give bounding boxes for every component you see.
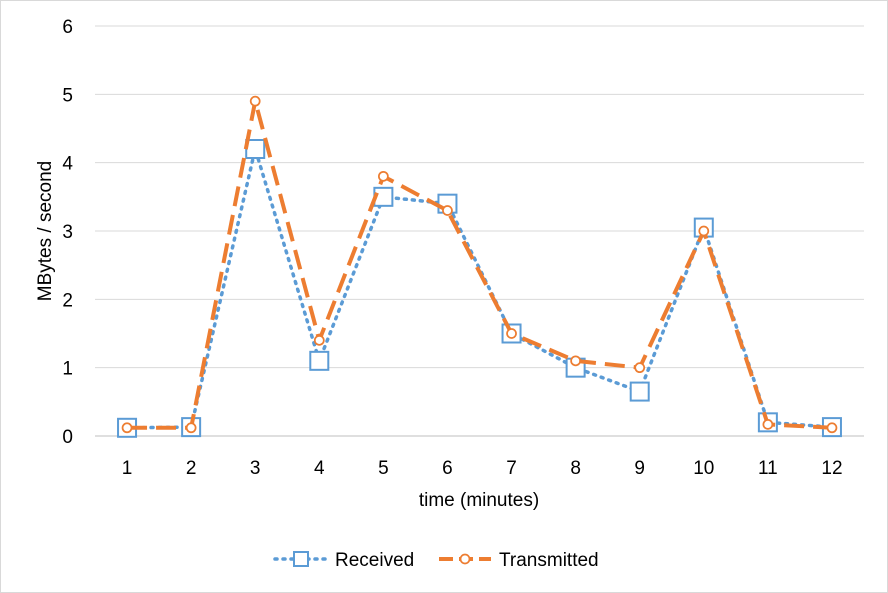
legend: Received Transmitted bbox=[273, 550, 599, 571]
x-tick-label: 10 bbox=[693, 458, 714, 479]
y-tick-label: 5 bbox=[62, 85, 73, 106]
y-tick-label: 1 bbox=[62, 359, 73, 380]
legend-label-received: Received bbox=[335, 550, 414, 571]
y-tick-label: 0 bbox=[62, 427, 73, 448]
legend-item-transmitted: Transmitted bbox=[439, 550, 599, 571]
data-point-transmitted bbox=[570, 355, 581, 367]
x-tick-label: 9 bbox=[634, 458, 645, 479]
x-axis-tick-labels: 1 2 3 4 5 6 7 8 9 10 11 12 bbox=[122, 458, 843, 479]
y-axis-title: MBytes / second bbox=[35, 161, 56, 301]
data-point-transmitted bbox=[698, 225, 710, 237]
y-tick-label: 2 bbox=[62, 290, 73, 311]
data-point-transmitted bbox=[378, 170, 389, 182]
x-tick-label: 11 bbox=[758, 458, 778, 479]
data-point-received bbox=[309, 350, 330, 371]
legend-marker-received bbox=[293, 551, 309, 567]
series-layer bbox=[117, 95, 842, 438]
series-line-transmitted bbox=[127, 99, 833, 430]
series-line-received bbox=[125, 147, 834, 430]
data-point-received bbox=[629, 381, 650, 402]
legend-item-received: Received bbox=[273, 550, 414, 571]
data-point-transmitted bbox=[826, 422, 838, 434]
data-point-transmitted bbox=[506, 328, 517, 339]
x-tick-label: 4 bbox=[314, 458, 325, 479]
y-tick-label: 4 bbox=[62, 154, 73, 175]
x-tick-label: 1 bbox=[122, 458, 133, 479]
series-transmitted bbox=[121, 95, 838, 434]
y-tick-label: 6 bbox=[62, 17, 73, 38]
x-tick-label: 7 bbox=[506, 458, 517, 479]
data-point-transmitted bbox=[249, 95, 261, 107]
data-point-transmitted bbox=[762, 419, 774, 430]
y-tick-label: 3 bbox=[62, 222, 73, 243]
legend-marker-transmitted bbox=[459, 553, 471, 565]
gridlines bbox=[95, 25, 864, 437]
x-tick-label: 6 bbox=[442, 458, 453, 479]
x-axis-title: time (minutes) bbox=[419, 490, 539, 511]
data-point-transmitted bbox=[121, 422, 133, 434]
data-point-transmitted bbox=[313, 334, 325, 346]
x-tick-label: 3 bbox=[250, 458, 261, 479]
legend-label-transmitted: Transmitted bbox=[499, 550, 599, 571]
x-tick-label: 2 bbox=[186, 458, 197, 479]
data-point-transmitted bbox=[442, 205, 453, 216]
x-tick-label: 8 bbox=[570, 458, 581, 479]
y-axis-tick-labels: 0 1 2 3 4 5 6 bbox=[62, 17, 73, 448]
data-point-transmitted bbox=[185, 422, 197, 434]
data-point-transmitted bbox=[634, 362, 646, 374]
x-tick-label: 12 bbox=[821, 458, 842, 479]
x-tick-label: 5 bbox=[378, 458, 389, 479]
series-received bbox=[117, 139, 842, 438]
